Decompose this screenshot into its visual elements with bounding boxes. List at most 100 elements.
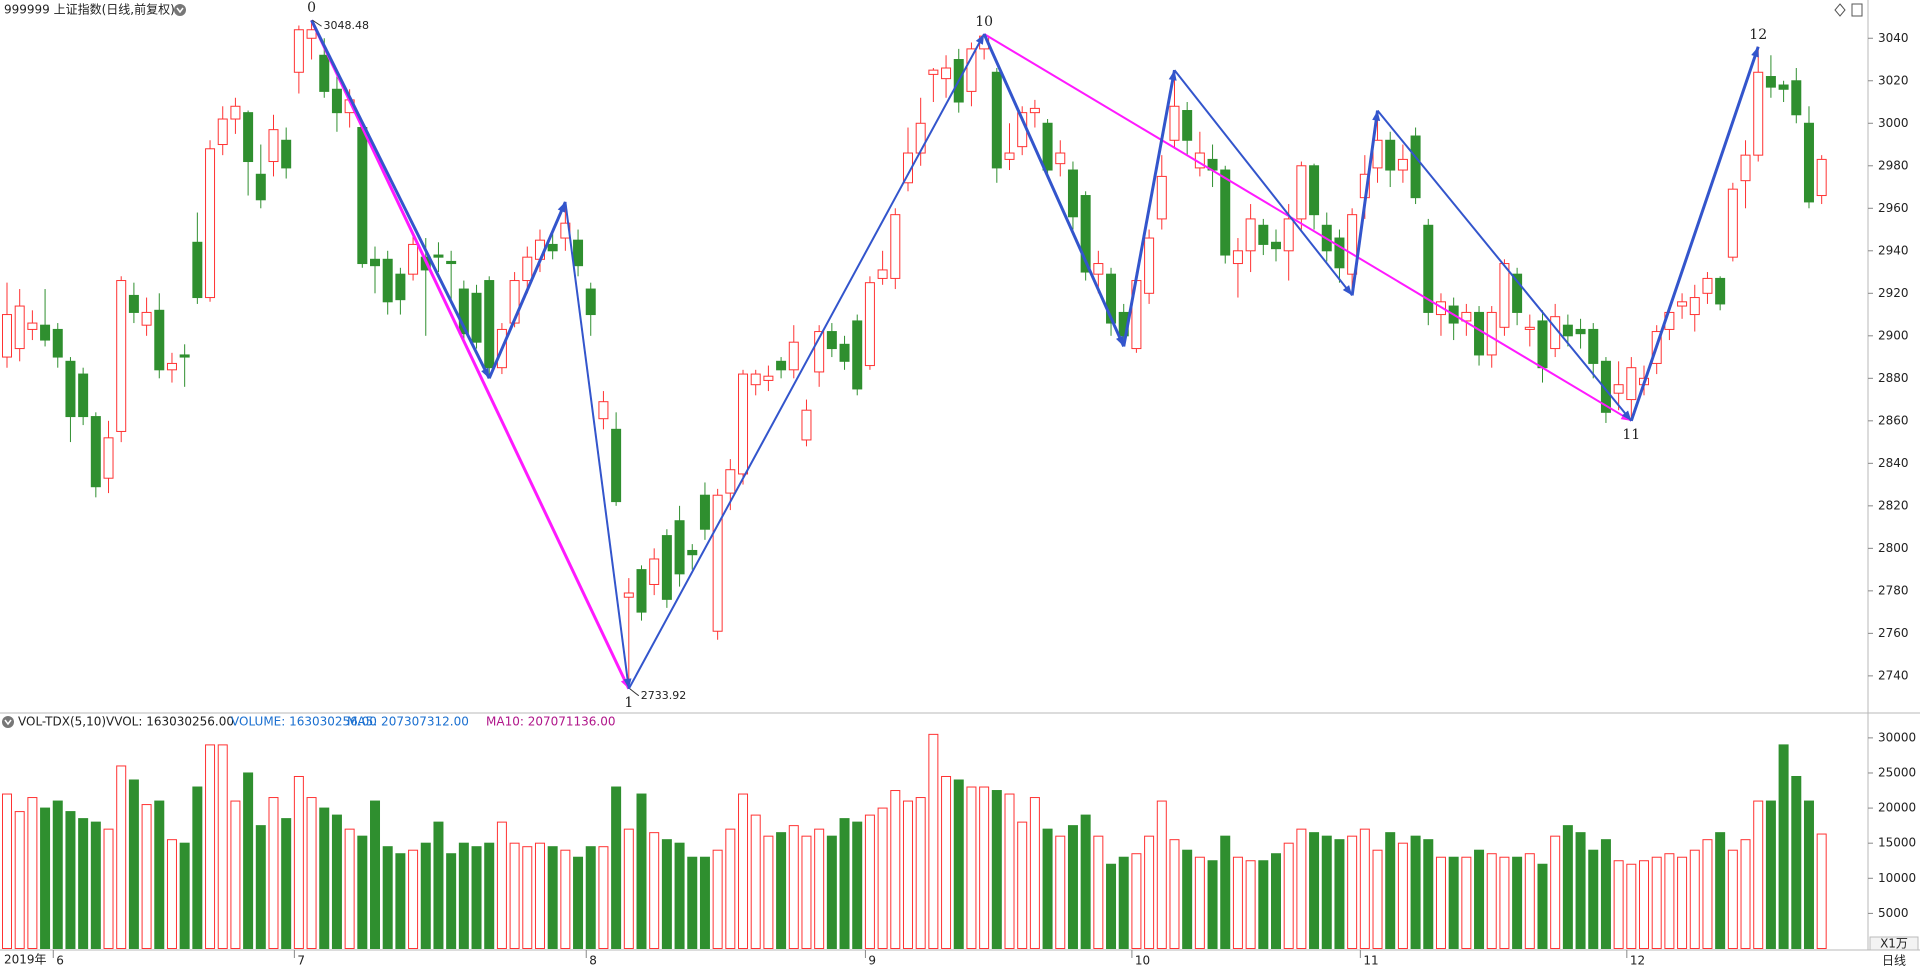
volume-bar <box>1562 825 1573 950</box>
volume-bar <box>484 842 495 949</box>
volume-bar <box>230 800 241 949</box>
volume-bar <box>255 825 266 950</box>
volume-bar <box>1524 853 1535 949</box>
zigzag-segment <box>310 19 491 379</box>
volume-bar <box>534 842 545 949</box>
volume-bar <box>1689 849 1700 950</box>
volume-bar <box>1461 856 1472 949</box>
y2-tick-label: 25000 <box>1878 765 1916 779</box>
zigzag-arrowhead <box>481 367 490 379</box>
candle-body <box>217 118 228 146</box>
candle-body <box>141 311 152 326</box>
volume-bar <box>2 793 12 950</box>
candle-body <box>1512 273 1523 313</box>
zigzag-arrowhead <box>623 678 632 689</box>
volume-unit: X1万 <box>1880 937 1908 951</box>
candle-body <box>78 373 89 418</box>
ma10-readout: MA10: 207071136.00 <box>486 715 616 729</box>
candle-body <box>763 375 774 381</box>
volume-bar <box>1537 863 1548 949</box>
x-tick-label: 12 <box>1630 954 1645 968</box>
volume-bar <box>395 853 406 949</box>
volume-bar <box>344 828 355 950</box>
period-label[interactable]: 日线 <box>1882 954 1906 968</box>
candle-body <box>776 360 787 371</box>
volume-bar <box>1118 856 1129 949</box>
volume-bar <box>788 825 799 950</box>
volume-bar <box>1474 849 1485 950</box>
pivot-label: 10 <box>975 14 993 30</box>
candle-body <box>699 494 710 530</box>
volume-bar <box>90 821 101 949</box>
candle-body <box>1182 110 1193 141</box>
year-label: 2019年 <box>4 953 47 967</box>
volume-bar <box>522 846 533 949</box>
candle-body <box>1055 152 1066 165</box>
volume-bar <box>864 814 875 950</box>
volume-bar <box>331 814 342 950</box>
volume-bar <box>103 828 114 950</box>
volume-bar <box>636 793 647 950</box>
volume-bar <box>1359 828 1370 950</box>
volume-bar <box>611 786 622 949</box>
volume-bar <box>268 797 279 949</box>
volume-menu-icon[interactable] <box>2 716 14 728</box>
y2-tick-label: 15000 <box>1878 836 1916 850</box>
volume-bar <box>78 818 89 950</box>
volume-bar <box>1207 860 1218 950</box>
volume-bar <box>1321 835 1332 949</box>
candle-body <box>1385 139 1396 171</box>
volume-bar <box>966 786 977 949</box>
volume-bar <box>1194 856 1205 949</box>
zigzag-segment <box>1173 69 1353 297</box>
candle-body <box>1042 122 1053 171</box>
candle-body <box>243 112 254 163</box>
volume-bar <box>738 793 749 950</box>
volume-bar <box>1435 856 1446 949</box>
title-menu-icon[interactable] <box>174 4 186 16</box>
candle-body <box>1397 158 1408 171</box>
zigzag-arrowhead <box>1621 410 1632 421</box>
volume-bar <box>370 800 381 949</box>
candle-body <box>1220 169 1231 256</box>
candle-body <box>636 569 647 613</box>
candle-body <box>154 309 165 371</box>
volume-bar <box>1410 835 1421 949</box>
candle-body <box>319 54 330 92</box>
shape-icon[interactable] <box>1834 3 1846 17</box>
volume-bar <box>928 733 939 949</box>
candle-body <box>370 258 381 267</box>
volume-bar <box>116 765 127 949</box>
candle-body <box>446 260 457 265</box>
candle-body <box>966 48 977 92</box>
volume-bar <box>192 786 203 949</box>
volume-bar <box>674 842 685 949</box>
y-tick-label: 3040 <box>1878 31 1909 45</box>
candle-body <box>941 67 952 80</box>
volume-bar <box>65 811 76 949</box>
candle-body <box>65 360 76 418</box>
y-tick-label: 3000 <box>1878 116 1909 130</box>
volume-bar <box>14 811 25 949</box>
candle-body <box>395 273 406 301</box>
candle-body <box>674 520 685 575</box>
volume-bar <box>1385 832 1396 949</box>
candle-body <box>1169 105 1180 141</box>
candle-body <box>1004 152 1015 160</box>
volume-bar <box>1397 842 1408 949</box>
volume-bar <box>699 856 710 949</box>
volume-bar <box>1334 839 1345 950</box>
panel-icon[interactable] <box>1851 3 1863 17</box>
candle-body <box>687 549 698 556</box>
candle-body <box>1283 218 1294 252</box>
x-tick-label: 10 <box>1135 954 1150 968</box>
candle-body <box>1702 277 1713 294</box>
zigzag-arrowhead <box>975 34 985 45</box>
y-tick-label: 2800 <box>1878 541 1909 555</box>
candle-body <box>915 122 926 154</box>
volume-bar <box>725 828 736 950</box>
volume-bar <box>1677 856 1688 949</box>
zigzag-segment <box>487 201 567 379</box>
candle-body <box>712 494 723 632</box>
